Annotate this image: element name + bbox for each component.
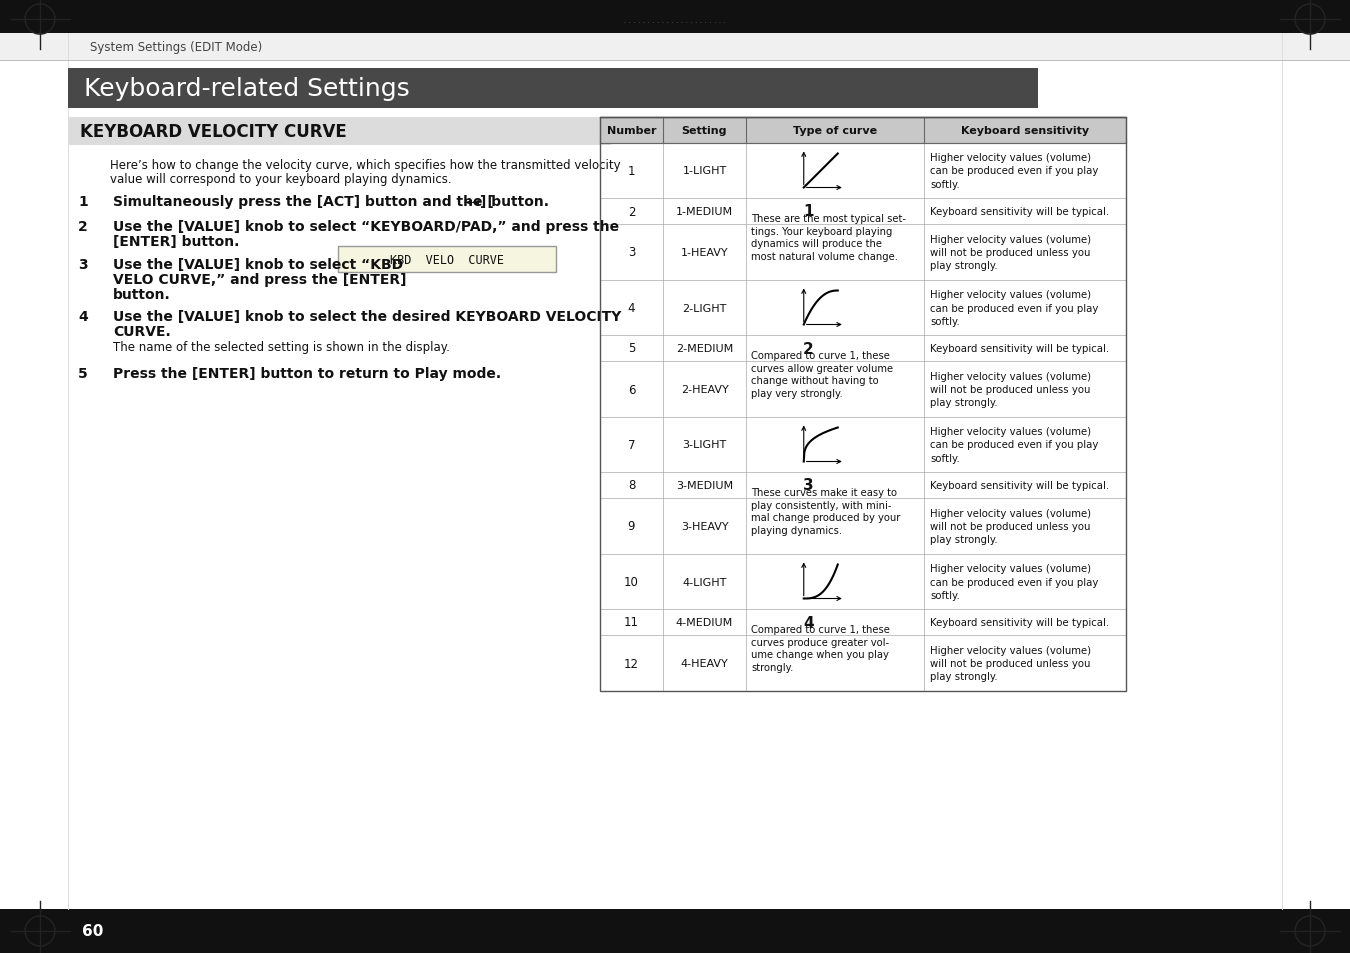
Bar xyxy=(338,247,556,273)
Text: 1-LIGHT: 1-LIGHT xyxy=(682,167,726,176)
Text: value will correspond to your keyboard playing dynamics.: value will correspond to your keyboard p… xyxy=(109,173,452,186)
Text: 10: 10 xyxy=(624,576,639,588)
Text: 2: 2 xyxy=(803,341,814,356)
Text: 2-LIGHT: 2-LIGHT xyxy=(682,303,726,314)
Text: Keyboard-related Settings: Keyboard-related Settings xyxy=(84,77,410,101)
Text: 7: 7 xyxy=(628,438,636,452)
Text: 4: 4 xyxy=(78,310,88,324)
Text: 3: 3 xyxy=(78,257,88,272)
Text: 4: 4 xyxy=(803,615,814,630)
Text: Keyboard sensitivity will be typical.: Keyboard sensitivity will be typical. xyxy=(930,618,1110,627)
Text: 11: 11 xyxy=(624,616,639,629)
Text: 4-LIGHT: 4-LIGHT xyxy=(682,577,726,587)
Text: Press the [ENTER] button to return to Play mode.: Press the [ENTER] button to return to Pl… xyxy=(113,367,501,380)
Text: Number: Number xyxy=(606,126,656,136)
Text: 60: 60 xyxy=(82,923,104,939)
Bar xyxy=(599,335,1126,361)
Text: These curves make it easy to
play consistently, with mini-
mal change produced b: These curves make it easy to play consis… xyxy=(751,487,900,536)
Text: 5: 5 xyxy=(628,342,636,355)
Bar xyxy=(599,636,1126,691)
Text: [ENTER] button.: [ENTER] button. xyxy=(113,234,239,249)
Text: 2-HEAVY: 2-HEAVY xyxy=(680,385,729,395)
Bar xyxy=(599,118,1126,144)
Text: button.: button. xyxy=(113,288,170,302)
Text: Compared to curve 1, these
curves allow greater volume
change without having to
: Compared to curve 1, these curves allow … xyxy=(751,351,894,398)
Text: 1-HEAVY: 1-HEAVY xyxy=(680,248,728,257)
Text: 12: 12 xyxy=(624,657,639,670)
Bar xyxy=(0,34,1350,61)
Text: Use the [VALUE] knob to select the desired KEYBOARD VELOCITY: Use the [VALUE] knob to select the desir… xyxy=(113,310,621,324)
Text: Use the [VALUE] knob to select “KBD: Use the [VALUE] knob to select “KBD xyxy=(113,257,404,272)
Text: 1: 1 xyxy=(78,194,88,209)
Text: Keyboard sensitivity will be typical.: Keyboard sensitivity will be typical. xyxy=(930,207,1110,216)
Text: 4: 4 xyxy=(628,302,636,314)
Text: 3: 3 xyxy=(803,478,814,493)
Text: 2-MEDIUM: 2-MEDIUM xyxy=(676,344,733,354)
Text: 2: 2 xyxy=(628,205,636,218)
Text: · · · · · · · · · · · · · · · · · · · · · ·: · · · · · · · · · · · · · · · · · · · · … xyxy=(620,19,730,29)
Text: Simultaneously press the [ACT] button and the [: Simultaneously press the [ACT] button an… xyxy=(113,194,494,209)
Text: VELO CURVE,” and press the [ENTER]: VELO CURVE,” and press the [ENTER] xyxy=(113,273,406,287)
Text: Higher velocity values (volume)
can be produced even if you play
softly.: Higher velocity values (volume) can be p… xyxy=(930,564,1099,600)
Text: 2: 2 xyxy=(78,220,88,233)
Bar xyxy=(68,118,612,146)
Bar xyxy=(599,555,1126,609)
Text: Here’s how to change the velocity curve, which specifies how the transmitted vel: Here’s how to change the velocity curve,… xyxy=(109,158,621,172)
Bar xyxy=(0,0,1350,34)
Text: 4-HEAVY: 4-HEAVY xyxy=(680,659,729,668)
Text: ] button.: ] button. xyxy=(481,194,549,209)
Text: Type of curve: Type of curve xyxy=(792,126,878,136)
Text: Higher velocity values (volume)
can be produced even if you play
softly.: Higher velocity values (volume) can be p… xyxy=(930,290,1099,326)
Text: Higher velocity values (volume)
will not be produced unless you
play strongly.: Higher velocity values (volume) will not… xyxy=(930,372,1091,408)
Text: 8: 8 xyxy=(628,479,636,492)
Bar xyxy=(599,118,1126,691)
Text: 4-MEDIUM: 4-MEDIUM xyxy=(676,618,733,627)
Text: Higher velocity values (volume)
can be produced even if you play
softly.: Higher velocity values (volume) can be p… xyxy=(930,427,1099,463)
Text: 1: 1 xyxy=(628,165,636,178)
Text: The name of the selected setting is shown in the display.: The name of the selected setting is show… xyxy=(113,340,450,354)
Text: 9: 9 xyxy=(628,520,636,533)
Text: Keyboard sensitivity will be typical.: Keyboard sensitivity will be typical. xyxy=(930,480,1110,491)
Text: These are the most typical set-
tings. Your keyboard playing
dynamics will produ: These are the most typical set- tings. Y… xyxy=(751,213,906,262)
Text: Compared to curve 1, these
curves produce greater vol-
ume change when you play
: Compared to curve 1, these curves produc… xyxy=(751,624,890,673)
Text: Higher velocity values (volume)
will not be produced unless you
play strongly.: Higher velocity values (volume) will not… xyxy=(930,645,1091,681)
Text: 3: 3 xyxy=(628,246,636,259)
Bar xyxy=(599,225,1126,281)
Bar xyxy=(599,417,1126,473)
Text: 1: 1 xyxy=(803,204,814,219)
Text: 5: 5 xyxy=(78,367,88,380)
Text: System Settings (EDIT Mode): System Settings (EDIT Mode) xyxy=(90,42,262,54)
Bar xyxy=(599,361,1126,417)
Text: Higher velocity values (volume)
will not be produced unless you
play strongly.: Higher velocity values (volume) will not… xyxy=(930,234,1091,271)
Text: 6: 6 xyxy=(628,383,636,396)
Text: 1-MEDIUM: 1-MEDIUM xyxy=(676,207,733,216)
Text: Higher velocity values (volume)
will not be produced unless you
play strongly.: Higher velocity values (volume) will not… xyxy=(930,508,1091,544)
Text: Keyboard sensitivity will be typical.: Keyboard sensitivity will be typical. xyxy=(930,344,1110,354)
Text: Setting: Setting xyxy=(682,126,728,136)
Text: KEYBOARD VELOCITY CURVE: KEYBOARD VELOCITY CURVE xyxy=(80,123,347,141)
Bar xyxy=(599,199,1126,225)
Text: 3-MEDIUM: 3-MEDIUM xyxy=(676,480,733,491)
Text: 3-HEAVY: 3-HEAVY xyxy=(680,521,728,532)
Bar xyxy=(0,909,1350,953)
Text: Use the [VALUE] knob to select “KEYBOARD/PAD,” and press the: Use the [VALUE] knob to select “KEYBOARD… xyxy=(113,220,620,233)
Text: Keyboard sensitivity: Keyboard sensitivity xyxy=(961,126,1089,136)
Text: CURVE.: CURVE. xyxy=(113,325,170,338)
Text: ◄◄: ◄◄ xyxy=(464,195,481,206)
Text: Higher velocity values (volume)
can be produced even if you play
softly.: Higher velocity values (volume) can be p… xyxy=(930,153,1099,190)
Text: 3-LIGHT: 3-LIGHT xyxy=(682,440,726,450)
Bar xyxy=(68,69,1038,109)
Bar xyxy=(599,609,1126,636)
Bar xyxy=(599,473,1126,498)
Bar xyxy=(599,281,1126,335)
Bar xyxy=(599,144,1126,199)
Text: KBD  VELO  CURVE: KBD VELO CURVE xyxy=(390,253,504,266)
Bar xyxy=(599,498,1126,555)
